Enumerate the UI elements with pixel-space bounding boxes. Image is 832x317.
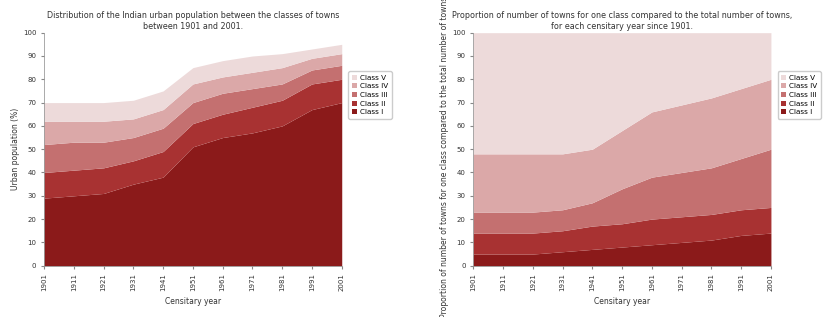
Title: Proportion of number of towns for one class compared to the total number of town: Proportion of number of towns for one cl… [452, 11, 792, 30]
Y-axis label: Proportion of number of towns for one class compared to the total number of town: Proportion of number of towns for one cl… [440, 0, 449, 317]
Legend: Class V, Class IV, Class III, Class II, Class I: Class V, Class IV, Class III, Class II, … [349, 71, 392, 119]
X-axis label: Censitary year: Censitary year [594, 297, 650, 306]
X-axis label: Censitary year: Censitary year [165, 297, 221, 306]
Title: Distribution of the Indian urban population between the classes of towns
between: Distribution of the Indian urban populat… [47, 11, 339, 30]
Y-axis label: Urban population (%): Urban population (%) [11, 108, 20, 190]
Legend: Class V, Class IV, Class III, Class II, Class I: Class V, Class IV, Class III, Class II, … [778, 71, 821, 119]
